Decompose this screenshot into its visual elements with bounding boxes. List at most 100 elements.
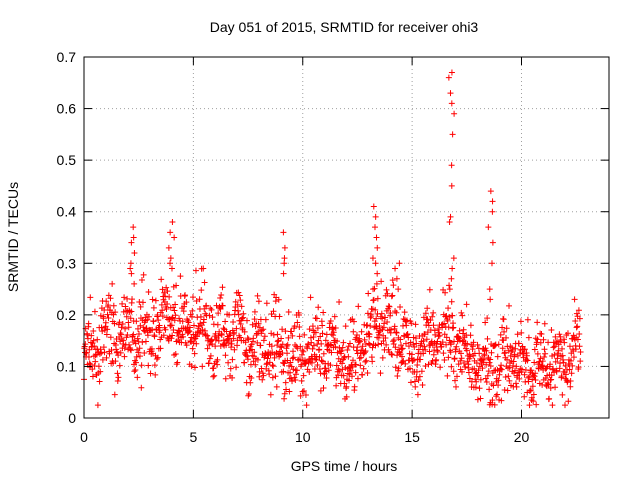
data-point [290, 354, 297, 361]
data-point [139, 339, 146, 346]
data-point [555, 347, 562, 354]
data-point [573, 324, 580, 331]
data-point [272, 373, 279, 380]
data-point [465, 369, 472, 376]
data-point [186, 328, 193, 335]
data-point [507, 352, 514, 359]
data-point [83, 349, 90, 356]
data-point [526, 387, 533, 394]
data-point [394, 352, 401, 359]
data-point [341, 380, 348, 387]
data-point [343, 393, 350, 400]
data-point [430, 309, 437, 316]
data-point [577, 358, 584, 365]
data-point [416, 373, 423, 380]
data-point [215, 337, 222, 344]
data-point [356, 335, 363, 342]
data-point [528, 394, 535, 401]
data-point [491, 401, 498, 408]
data-point [145, 289, 152, 296]
data-point [215, 310, 222, 317]
y-tick-label: 0.7 [57, 49, 77, 65]
data-point [270, 308, 277, 315]
data-point [366, 342, 373, 349]
data-point [470, 339, 477, 346]
data-point [356, 338, 363, 345]
data-point [393, 275, 400, 282]
data-point [229, 356, 236, 363]
data-point [138, 384, 145, 391]
data-point [162, 326, 169, 333]
data-point [370, 203, 377, 210]
data-point [505, 373, 512, 380]
data-point [364, 322, 371, 329]
data-point [514, 372, 521, 379]
data-point [550, 344, 557, 351]
data-point [220, 337, 227, 344]
data-point [169, 219, 176, 226]
y-tick-label: 0.4 [57, 204, 77, 220]
data-point [542, 350, 549, 357]
data-point [118, 331, 125, 338]
data-point [304, 345, 311, 352]
data-point [279, 326, 286, 333]
data-point [455, 361, 462, 368]
data-point [296, 333, 303, 340]
data-point [282, 328, 289, 335]
data-point [400, 322, 407, 329]
data-point [547, 385, 554, 392]
data-point [494, 353, 501, 360]
data-point [171, 317, 178, 324]
data-point [164, 300, 171, 307]
data-point [531, 373, 538, 380]
data-point [317, 333, 324, 340]
data-point [209, 314, 216, 321]
data-point [392, 265, 399, 272]
data-point [283, 342, 290, 349]
data-point [323, 368, 330, 375]
data-point [471, 365, 478, 372]
data-point [291, 323, 298, 330]
data-point [458, 368, 465, 375]
data-point [541, 354, 548, 361]
data-point [322, 365, 329, 372]
data-point [158, 276, 165, 283]
data-point [525, 378, 532, 385]
data-point [445, 354, 452, 361]
data-point [319, 322, 326, 329]
data-point [477, 376, 484, 383]
data-point [96, 350, 103, 357]
data-point [349, 357, 356, 364]
data-point [110, 302, 117, 309]
data-point [101, 349, 108, 356]
data-point [247, 379, 254, 386]
data-point [453, 343, 460, 350]
data-point [552, 384, 559, 391]
data-point [317, 387, 324, 394]
data-point [410, 341, 417, 348]
data-point [538, 362, 545, 369]
data-point [266, 359, 273, 366]
data-point [460, 360, 467, 367]
data-point [426, 286, 433, 293]
data-point [560, 356, 567, 363]
data-point [338, 347, 345, 354]
data-point [406, 365, 413, 372]
data-point [135, 349, 142, 356]
data-point [307, 294, 314, 301]
data-point [289, 355, 296, 362]
data-point [235, 311, 242, 318]
data-point [575, 364, 582, 371]
x-tick-label: 20 [514, 429, 530, 445]
data-point [376, 323, 383, 330]
data-point [219, 302, 226, 309]
data-point [506, 302, 513, 309]
data-point [557, 337, 564, 344]
data-point [443, 341, 450, 348]
data-point [316, 353, 323, 360]
data-point [127, 260, 134, 267]
data-point [219, 284, 226, 291]
data-point [547, 361, 554, 368]
data-point [423, 336, 430, 343]
data-point [281, 390, 288, 397]
